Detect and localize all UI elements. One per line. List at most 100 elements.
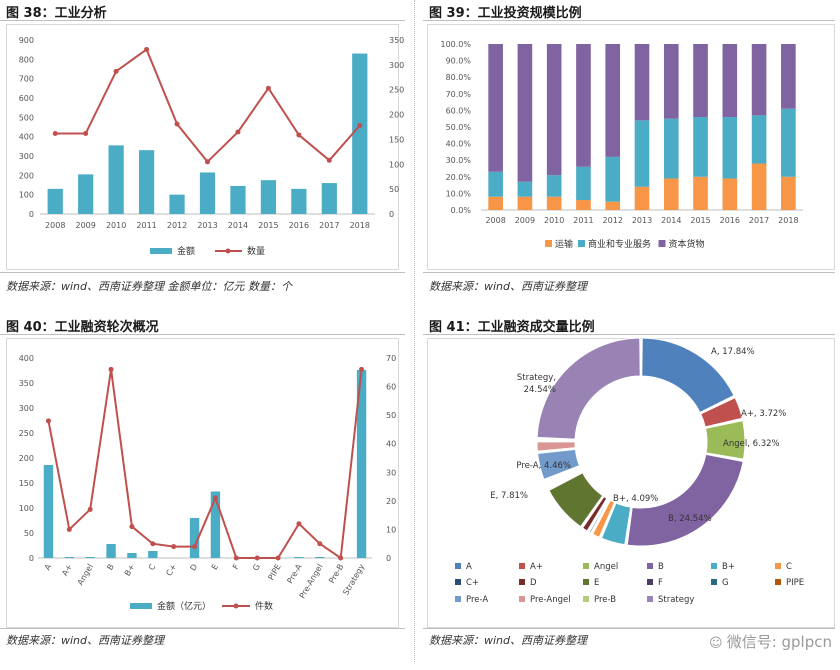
slice-label: 24.54%	[524, 385, 556, 395]
line-point	[338, 555, 344, 561]
x-tick-label: B	[105, 563, 116, 572]
wechat-icon: ☺	[709, 636, 727, 651]
y-left-tick-label: 250	[19, 429, 34, 438]
line-point	[83, 130, 89, 136]
divider	[0, 20, 405, 21]
bar	[138, 150, 155, 214]
legend-label: G	[722, 578, 729, 588]
stack-segment	[663, 118, 679, 179]
chart-39-title: 图 39：工业投资规模比例	[429, 6, 582, 21]
x-tick-label: F	[231, 562, 241, 571]
divider	[423, 272, 835, 273]
x-tick-label: 2008	[485, 216, 505, 225]
legend-swatch	[647, 563, 653, 569]
x-tick-label: C	[147, 562, 158, 572]
line-point	[144, 46, 150, 52]
divider	[423, 334, 835, 335]
y-tick-label: 40.0%	[446, 140, 472, 149]
line-point	[359, 366, 365, 372]
slice-label: B, 24.54%	[668, 514, 712, 524]
line-point	[296, 521, 302, 527]
x-tick-label: 2011	[136, 221, 156, 230]
legend-swatch	[455, 596, 461, 602]
bar	[230, 185, 246, 214]
legend-label: C+	[466, 578, 479, 588]
line-point	[150, 541, 156, 547]
donut-slice	[581, 495, 608, 532]
legend-label: A	[466, 562, 472, 572]
x-tick-label: E	[210, 563, 220, 572]
slice-label: Pre-A, 4.46%	[516, 461, 571, 471]
y-left-tick-label: 300	[19, 152, 34, 161]
x-tick-label: Angel	[76, 563, 95, 587]
watermark-text: 微信号: gplpcn	[726, 633, 832, 651]
legend-swatch	[775, 579, 781, 585]
legend-label: C	[786, 562, 792, 572]
line-point	[275, 555, 281, 561]
x-tick-label: 2017	[319, 221, 339, 230]
legend-swatch	[711, 563, 717, 569]
line-point	[235, 129, 241, 135]
slice-label: Strategy,	[517, 373, 556, 383]
x-tick-label: 2013	[632, 216, 652, 225]
donut-slice	[536, 441, 576, 452]
y-right-tick-label: 250	[389, 86, 404, 95]
stack-segment	[634, 120, 650, 187]
stack-segment	[722, 44, 738, 118]
stack-segment	[781, 176, 796, 210]
divider	[423, 628, 835, 629]
legend-swatch	[647, 579, 653, 585]
stack-segment	[488, 44, 503, 172]
bar	[108, 145, 124, 214]
legend-swatch	[455, 579, 461, 585]
y-right-tick-label: 30	[386, 468, 396, 477]
stack-segment	[751, 44, 767, 116]
y-left-tick-label: 900	[19, 36, 34, 45]
y-right-tick-label: 50	[389, 185, 399, 194]
legend-swatch-marker	[225, 248, 231, 254]
stack-segment	[751, 115, 767, 164]
chart-38-title: 图 38：工业分析	[6, 6, 107, 21]
bar	[210, 491, 221, 558]
legend-swatch	[658, 240, 666, 247]
y-right-tick-label: 60	[386, 383, 396, 392]
bar	[47, 188, 63, 214]
legend-swatch-marker	[233, 603, 239, 609]
stack-segment	[546, 196, 562, 210]
panel-38: 图 38：工业分析 0 100 200 300 400 500 600 700 800 900 0 5…	[0, 0, 405, 300]
stack-segment	[693, 44, 708, 118]
legend-label: B	[658, 562, 664, 572]
y-left-tick-label: 100	[19, 191, 34, 200]
bar	[43, 465, 54, 558]
y-right-tick-label: 100	[389, 160, 404, 169]
x-tick-label: 2014	[661, 216, 681, 225]
stack-segment	[693, 176, 708, 210]
donut-slice	[545, 468, 582, 486]
line-point	[296, 132, 302, 138]
y-tick-label: 80.0%	[446, 73, 472, 82]
bar	[106, 544, 116, 558]
donut-slice	[591, 499, 616, 538]
x-tick-label: 2016	[289, 221, 309, 230]
bar	[260, 180, 277, 214]
x-tick-label: 2011	[573, 216, 593, 225]
stack-segment	[517, 181, 533, 197]
y-left-tick-label: 500	[19, 113, 34, 122]
legend-swatch	[455, 563, 461, 569]
line-point	[87, 506, 93, 512]
line-point	[129, 524, 135, 530]
y-left-tick-label: 700	[19, 75, 34, 84]
legend-label: Angel	[594, 562, 618, 572]
chart-40-title: 图 40：工业融资轮次概况	[6, 320, 159, 335]
line-point	[205, 159, 210, 165]
legend-label: A+	[530, 562, 543, 572]
x-tick-label: 2010	[544, 216, 564, 225]
y-left-tick-label: 300	[19, 404, 34, 413]
wechat-watermark: ☺ 微信号: gplpcn	[709, 631, 832, 652]
y-left-tick-label: 50	[24, 529, 34, 538]
chart-39: 0.0% 10.0% 20.0% 30.0% 40.0% 50.0% 60.0% 70.0% 8…	[440, 40, 803, 250]
stack-segment	[605, 201, 621, 210]
donut-slice	[536, 438, 576, 442]
stack-segment	[517, 196, 533, 210]
stack-segment	[663, 44, 679, 119]
